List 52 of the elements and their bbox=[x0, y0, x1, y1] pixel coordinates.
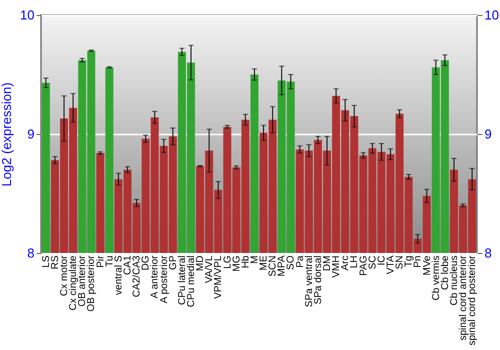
x-tick-label: ME bbox=[258, 255, 270, 270]
y2-tick-label: 8 bbox=[484, 246, 492, 260]
x-tick-label: SPa ventral bbox=[304, 256, 315, 308]
x-tick-label: A anterior bbox=[150, 254, 161, 298]
x-tick-label: Pa bbox=[294, 255, 306, 268]
x-tick-label: Hb bbox=[240, 255, 252, 268]
y-tick-label: 9 bbox=[27, 126, 34, 142]
x-tick-label: CPu medial bbox=[186, 256, 197, 308]
x-tick-label: SC bbox=[367, 256, 378, 270]
x-tick-label: CA1 bbox=[122, 255, 134, 275]
x-tick-label: Cb vermis bbox=[430, 256, 442, 301]
x-tick-label: Cb lobe bbox=[440, 255, 451, 290]
x-tick-label: Arc bbox=[340, 256, 352, 270]
y-axis-title: Log2 (expression) bbox=[0, 82, 14, 187]
x-tick-label: Tu bbox=[104, 256, 116, 267]
x-tick-label: spinal cord posterior bbox=[467, 254, 478, 346]
x-tick-label: PAG bbox=[358, 255, 370, 276]
x-tick-label: DG bbox=[140, 255, 152, 270]
x-tick-label: SN bbox=[394, 256, 406, 270]
x-tick-label: SCN bbox=[268, 256, 279, 277]
x-tick-label: VTA bbox=[385, 255, 396, 274]
x-tick-label: Cx cingulate bbox=[68, 255, 80, 311]
x-tick-label: MG bbox=[231, 255, 242, 272]
x-tick-label: Tg bbox=[404, 256, 415, 268]
x-tick-label: OB anterior bbox=[77, 254, 88, 307]
x-tick-label: VMH bbox=[331, 256, 342, 278]
x-tick-label: IC bbox=[376, 256, 388, 266]
x-tick-label: RS bbox=[50, 255, 61, 270]
x-tick-label: spinal cord anterior bbox=[458, 254, 470, 341]
x-tick-label: ventral S bbox=[113, 255, 124, 295]
x-tick-label: LS bbox=[40, 255, 52, 268]
x-tick-label: MPA bbox=[276, 255, 288, 276]
y-tick-label: 8 bbox=[27, 246, 34, 260]
x-tick-label: VPM/VPL bbox=[213, 255, 224, 299]
x-tick-label: Pir bbox=[95, 254, 106, 268]
y2-tick-label: 9 bbox=[484, 126, 492, 142]
x-tick-label: A posterior bbox=[158, 254, 170, 304]
x-tick-label: MVe bbox=[422, 255, 433, 276]
x-tick-label: GP bbox=[168, 255, 179, 270]
y-tick-label: 10 bbox=[20, 8, 34, 22]
x-tick-label: SO bbox=[286, 255, 297, 270]
x-tick-label: OB posterior bbox=[86, 254, 98, 312]
x-tick-label: CPu lateral bbox=[176, 256, 188, 305]
x-tick-label: DM bbox=[322, 256, 334, 272]
x-tick-label: M bbox=[249, 256, 260, 264]
x-tick-label: SPa dorsal bbox=[312, 256, 324, 304]
x-tick-label: LG bbox=[222, 255, 234, 269]
x-tick-label: LH bbox=[349, 256, 360, 268]
x-tick-label: CA2/CA3 bbox=[132, 255, 143, 298]
x-tick-label: Cb nucleus bbox=[448, 256, 460, 306]
y2-tick-label: 10 bbox=[484, 8, 499, 22]
x-tick-label: Pn bbox=[412, 256, 424, 268]
